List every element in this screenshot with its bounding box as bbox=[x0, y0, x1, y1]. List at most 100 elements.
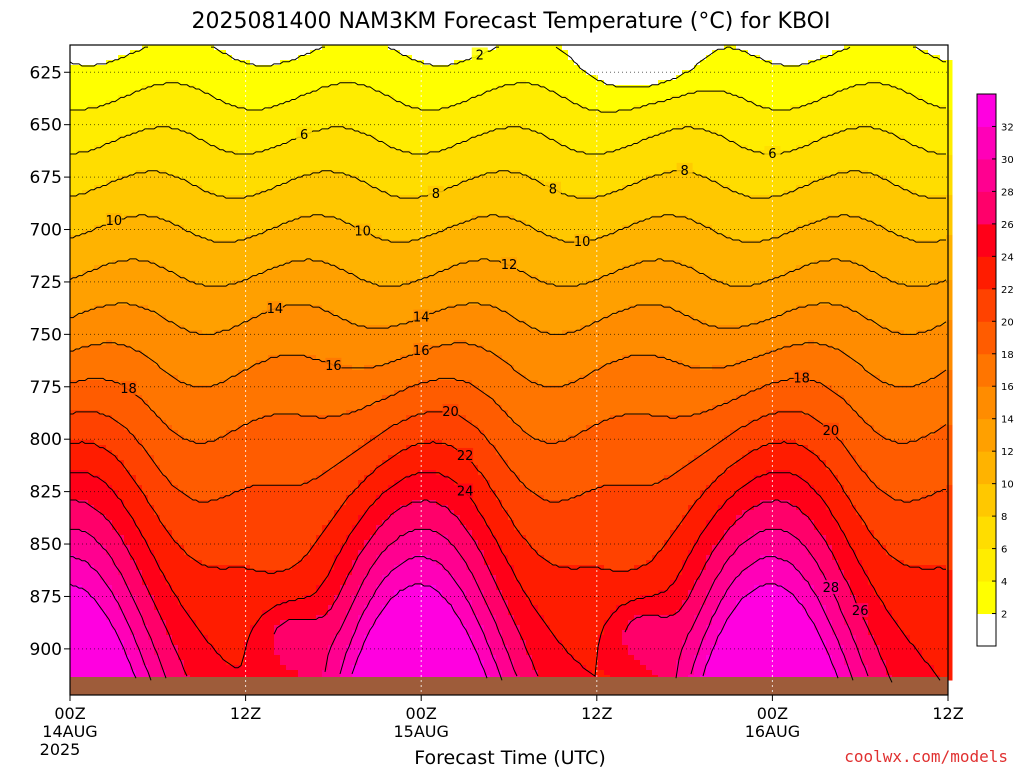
field-cell bbox=[172, 490, 179, 496]
field-cell bbox=[184, 135, 191, 141]
field-cell bbox=[172, 265, 179, 271]
field-cell bbox=[298, 305, 305, 311]
field-cell bbox=[166, 585, 173, 591]
field-cell bbox=[130, 115, 137, 121]
field-cell bbox=[268, 365, 275, 371]
field-cell bbox=[124, 575, 131, 581]
field-cell bbox=[256, 520, 263, 526]
field-cell bbox=[178, 215, 185, 221]
field-cell bbox=[298, 520, 305, 526]
field-cell bbox=[292, 510, 299, 516]
field-cell bbox=[208, 310, 215, 316]
field-cell bbox=[280, 545, 287, 551]
field-cell bbox=[142, 655, 149, 661]
field-cell bbox=[148, 340, 155, 346]
field-cell bbox=[214, 465, 221, 471]
field-cell bbox=[118, 540, 125, 546]
field-cell bbox=[226, 530, 233, 536]
field-cell bbox=[166, 615, 173, 621]
field-cell bbox=[184, 225, 191, 231]
field-cell bbox=[196, 670, 203, 676]
field-cell bbox=[160, 115, 167, 121]
field-cell bbox=[166, 460, 173, 466]
field-cell bbox=[268, 390, 275, 396]
field-cell bbox=[298, 475, 305, 481]
field-cell bbox=[232, 615, 239, 621]
field-cell bbox=[118, 355, 125, 361]
field-cell bbox=[256, 660, 263, 666]
field-cell bbox=[160, 245, 167, 251]
field-cell bbox=[220, 110, 227, 116]
field-cell bbox=[202, 165, 209, 171]
field-cell bbox=[70, 125, 77, 131]
field-cell bbox=[124, 610, 131, 616]
field-cell bbox=[262, 220, 269, 226]
field-cell bbox=[280, 385, 287, 391]
field-cell bbox=[82, 105, 89, 111]
field-cell bbox=[292, 205, 299, 211]
field-cell bbox=[136, 435, 143, 441]
field-cell bbox=[214, 440, 221, 446]
field-cell bbox=[274, 480, 281, 486]
field-cell bbox=[112, 640, 119, 646]
field-cell bbox=[238, 620, 245, 626]
field-cell bbox=[262, 555, 269, 561]
field-cell bbox=[232, 55, 239, 61]
field-cell bbox=[166, 285, 173, 291]
field-cell bbox=[298, 270, 305, 276]
field-cell bbox=[244, 415, 251, 421]
field-cell bbox=[154, 300, 161, 306]
field-cell bbox=[118, 120, 125, 126]
field-cell bbox=[244, 225, 251, 231]
field-cell bbox=[94, 220, 101, 226]
field-cell bbox=[124, 435, 131, 441]
field-cell bbox=[220, 175, 227, 181]
field-cell bbox=[250, 510, 257, 516]
field-cell bbox=[154, 200, 161, 206]
field-cell bbox=[256, 295, 263, 301]
field-cell bbox=[184, 165, 191, 171]
field-cell bbox=[286, 325, 293, 331]
field-cell bbox=[268, 255, 275, 261]
field-cell bbox=[76, 350, 83, 356]
field-cell bbox=[274, 530, 281, 536]
field-cell bbox=[118, 270, 125, 276]
field-cell bbox=[184, 210, 191, 216]
field-cell bbox=[160, 195, 167, 201]
field-cell bbox=[286, 205, 293, 211]
field-cell bbox=[208, 430, 215, 436]
field-cell bbox=[244, 430, 251, 436]
field-cell bbox=[118, 255, 125, 261]
field-cell bbox=[124, 330, 131, 336]
field-cell bbox=[208, 380, 215, 386]
field-cell bbox=[178, 190, 185, 196]
field-cell bbox=[70, 50, 77, 56]
field-cell bbox=[166, 535, 173, 541]
field-cell bbox=[190, 315, 197, 321]
field-cell bbox=[304, 210, 311, 216]
field-cell bbox=[100, 70, 107, 76]
field-cell bbox=[202, 265, 209, 271]
field-cell bbox=[148, 210, 155, 216]
field-cell bbox=[112, 580, 119, 586]
field-cell bbox=[226, 625, 233, 631]
field-cell bbox=[94, 605, 101, 611]
field-cell bbox=[148, 520, 155, 526]
field-cell bbox=[226, 585, 233, 591]
field-cell bbox=[226, 335, 233, 341]
field-cell bbox=[142, 570, 149, 576]
field-cell bbox=[70, 345, 77, 351]
field-cell bbox=[202, 630, 209, 636]
field-cell bbox=[268, 115, 275, 121]
field-cell bbox=[76, 625, 83, 631]
field-cell bbox=[208, 485, 215, 491]
field-cell bbox=[202, 305, 209, 311]
field-cell bbox=[160, 225, 167, 231]
field-cell bbox=[190, 595, 197, 601]
field-cell bbox=[262, 340, 269, 346]
field-cell bbox=[82, 205, 89, 211]
field-cell bbox=[256, 470, 263, 476]
field-cell bbox=[178, 490, 185, 496]
field-cell bbox=[148, 350, 155, 356]
field-cell bbox=[220, 580, 227, 586]
